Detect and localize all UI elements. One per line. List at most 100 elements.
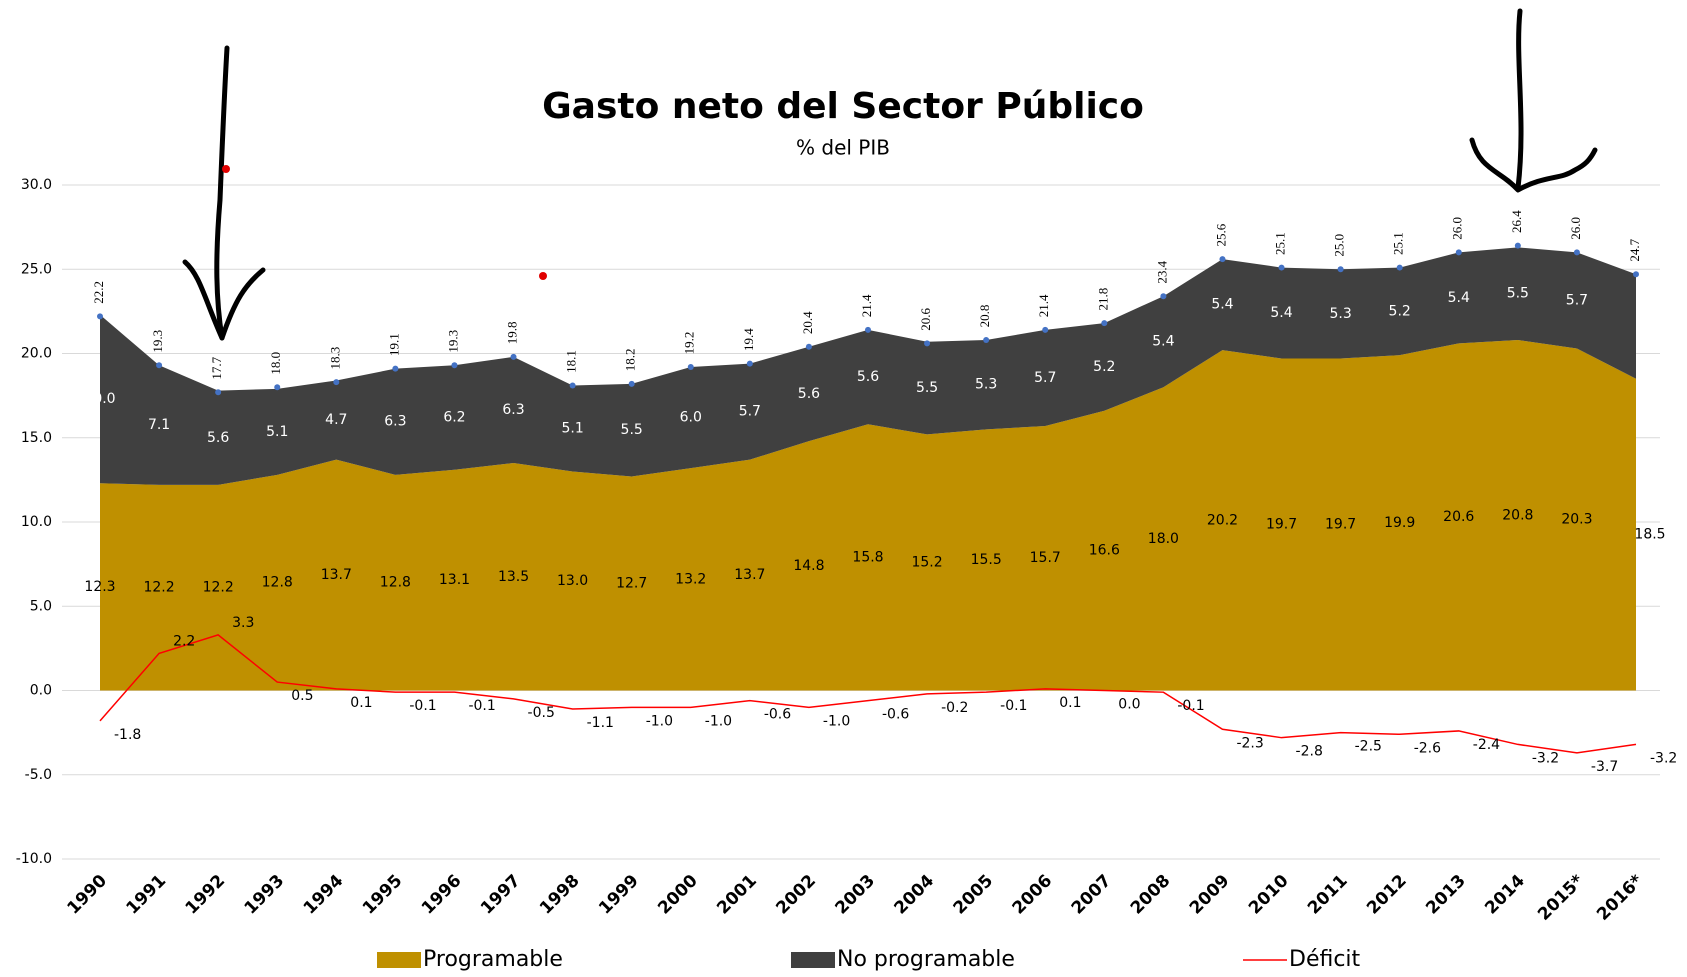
x-tick-label: 2010 [1245, 871, 1293, 919]
y-tick-label: 5.0 [30, 598, 52, 614]
total-marker [274, 384, 281, 391]
data-label: -3.7 [1591, 759, 1618, 775]
data-label: 12.7 [616, 576, 647, 592]
data-label: 13.0 [557, 573, 588, 589]
x-tick-label: 2015* [1534, 871, 1588, 925]
data-label: 20.3 [1561, 511, 1592, 527]
total-label: 18.0 [268, 352, 283, 375]
data-label: -2.8 [1296, 744, 1323, 760]
data-label: 19.7 [1266, 517, 1297, 533]
total-marker [215, 389, 222, 396]
total-label: 25.6 [1213, 223, 1228, 246]
data-label: 5.5 [1507, 286, 1529, 302]
arrow-head [1469, 137, 1598, 193]
data-label: 7.1 [148, 417, 170, 433]
total-label: 22.2 [91, 281, 106, 304]
x-tick-label: 1995 [359, 871, 407, 919]
x-tick-label: 1994 [300, 871, 348, 919]
total-label: 25.1 [1391, 232, 1406, 255]
data-label: -1.8 [114, 727, 141, 743]
legend-label: Programable [423, 947, 563, 972]
data-label: 13.7 [734, 567, 765, 583]
data-label: -0.5 [528, 705, 555, 721]
legend-label: No programable [837, 947, 1015, 972]
data-label: -0.6 [764, 707, 791, 723]
y-tick-label: 10.0 [21, 514, 52, 530]
total-label: 25.0 [1332, 234, 1347, 257]
x-tick-label: 2004 [891, 871, 939, 919]
x-tick-label: 1999 [595, 871, 643, 919]
data-label: 5.6 [207, 430, 229, 446]
total-marker [1573, 249, 1580, 256]
total-label: 24.7 [1627, 238, 1642, 261]
data-label: 5.6 [857, 369, 879, 385]
data-label: 6.0 [680, 410, 702, 426]
data-label: 5.3 [1329, 306, 1351, 322]
data-label: -0.1 [409, 698, 436, 714]
data-label: 6.2 [443, 410, 465, 426]
data-label: 2.2 [173, 633, 195, 649]
total-marker [510, 353, 517, 360]
chart-title: Gasto neto del Sector Público [542, 86, 1144, 127]
data-label: 0.1 [350, 695, 372, 711]
data-label: 13.2 [675, 571, 706, 587]
data-label: 16.6 [1089, 543, 1120, 559]
data-label: 15.7 [1030, 550, 1061, 566]
y-tick-label: 0.0 [30, 683, 52, 699]
legend-label: Déficit [1289, 947, 1361, 972]
total-label: 19.3 [150, 330, 165, 353]
total-label: 26.4 [1509, 210, 1524, 233]
total-label: 21.4 [859, 294, 874, 317]
data-label: 5.4 [1152, 334, 1174, 350]
x-tick-label: 1996 [418, 871, 466, 919]
data-label: -3.2 [1650, 750, 1677, 766]
data-label: 5.4 [1448, 290, 1470, 306]
total-marker [1337, 266, 1344, 273]
data-label: 12.8 [380, 575, 411, 591]
data-label: 5.1 [561, 420, 583, 436]
total-label: 20.4 [800, 311, 815, 334]
data-label: 5.3 [975, 377, 997, 393]
x-tick-label: 1992 [182, 871, 230, 919]
x-tick-label: 2006 [1009, 871, 1057, 919]
x-tick-label: 1997 [477, 871, 525, 919]
x-tick-label: 2011 [1304, 871, 1352, 919]
total-marker [1278, 264, 1285, 271]
total-label: 23.4 [1154, 260, 1169, 283]
data-label: 20.6 [1443, 509, 1474, 525]
total-label: 21.8 [1095, 288, 1110, 311]
x-tick-label: 2001 [713, 871, 761, 919]
legend-swatch [791, 952, 835, 968]
annotation-dot [539, 272, 547, 280]
data-label: 10.0 [84, 391, 115, 407]
total-marker [451, 362, 458, 369]
y-tick-label: 25.0 [21, 261, 52, 277]
total-label: 26.0 [1568, 217, 1583, 240]
data-label: 0.5 [291, 688, 313, 704]
x-tick-label: 1990 [63, 871, 111, 919]
data-label: 6.2 [1639, 319, 1661, 335]
total-marker [156, 362, 163, 369]
data-label: -0.1 [1000, 698, 1027, 714]
data-label: 19.9 [1384, 515, 1415, 531]
total-label: 25.1 [1273, 232, 1288, 255]
data-label: 6.3 [384, 414, 406, 430]
total-marker [333, 379, 340, 386]
annotations [182, 8, 1598, 341]
data-label: 13.5 [498, 569, 529, 585]
data-label: 12.3 [84, 579, 115, 595]
x-tick-label: 2013 [1422, 871, 1470, 919]
total-label: 20.6 [918, 308, 933, 331]
x-tick-label: 1998 [536, 871, 584, 919]
total-label: 21.4 [1036, 294, 1051, 317]
total-marker [1455, 249, 1462, 256]
data-label: -1.0 [646, 713, 673, 729]
data-label: 18.5 [1634, 527, 1665, 543]
total-marker [687, 363, 694, 370]
total-label: 19.1 [386, 333, 401, 356]
x-tick-label: 1993 [241, 871, 289, 919]
arrow [214, 45, 230, 341]
x-tick-label: 2016* [1593, 871, 1647, 925]
total-marker [865, 326, 871, 333]
